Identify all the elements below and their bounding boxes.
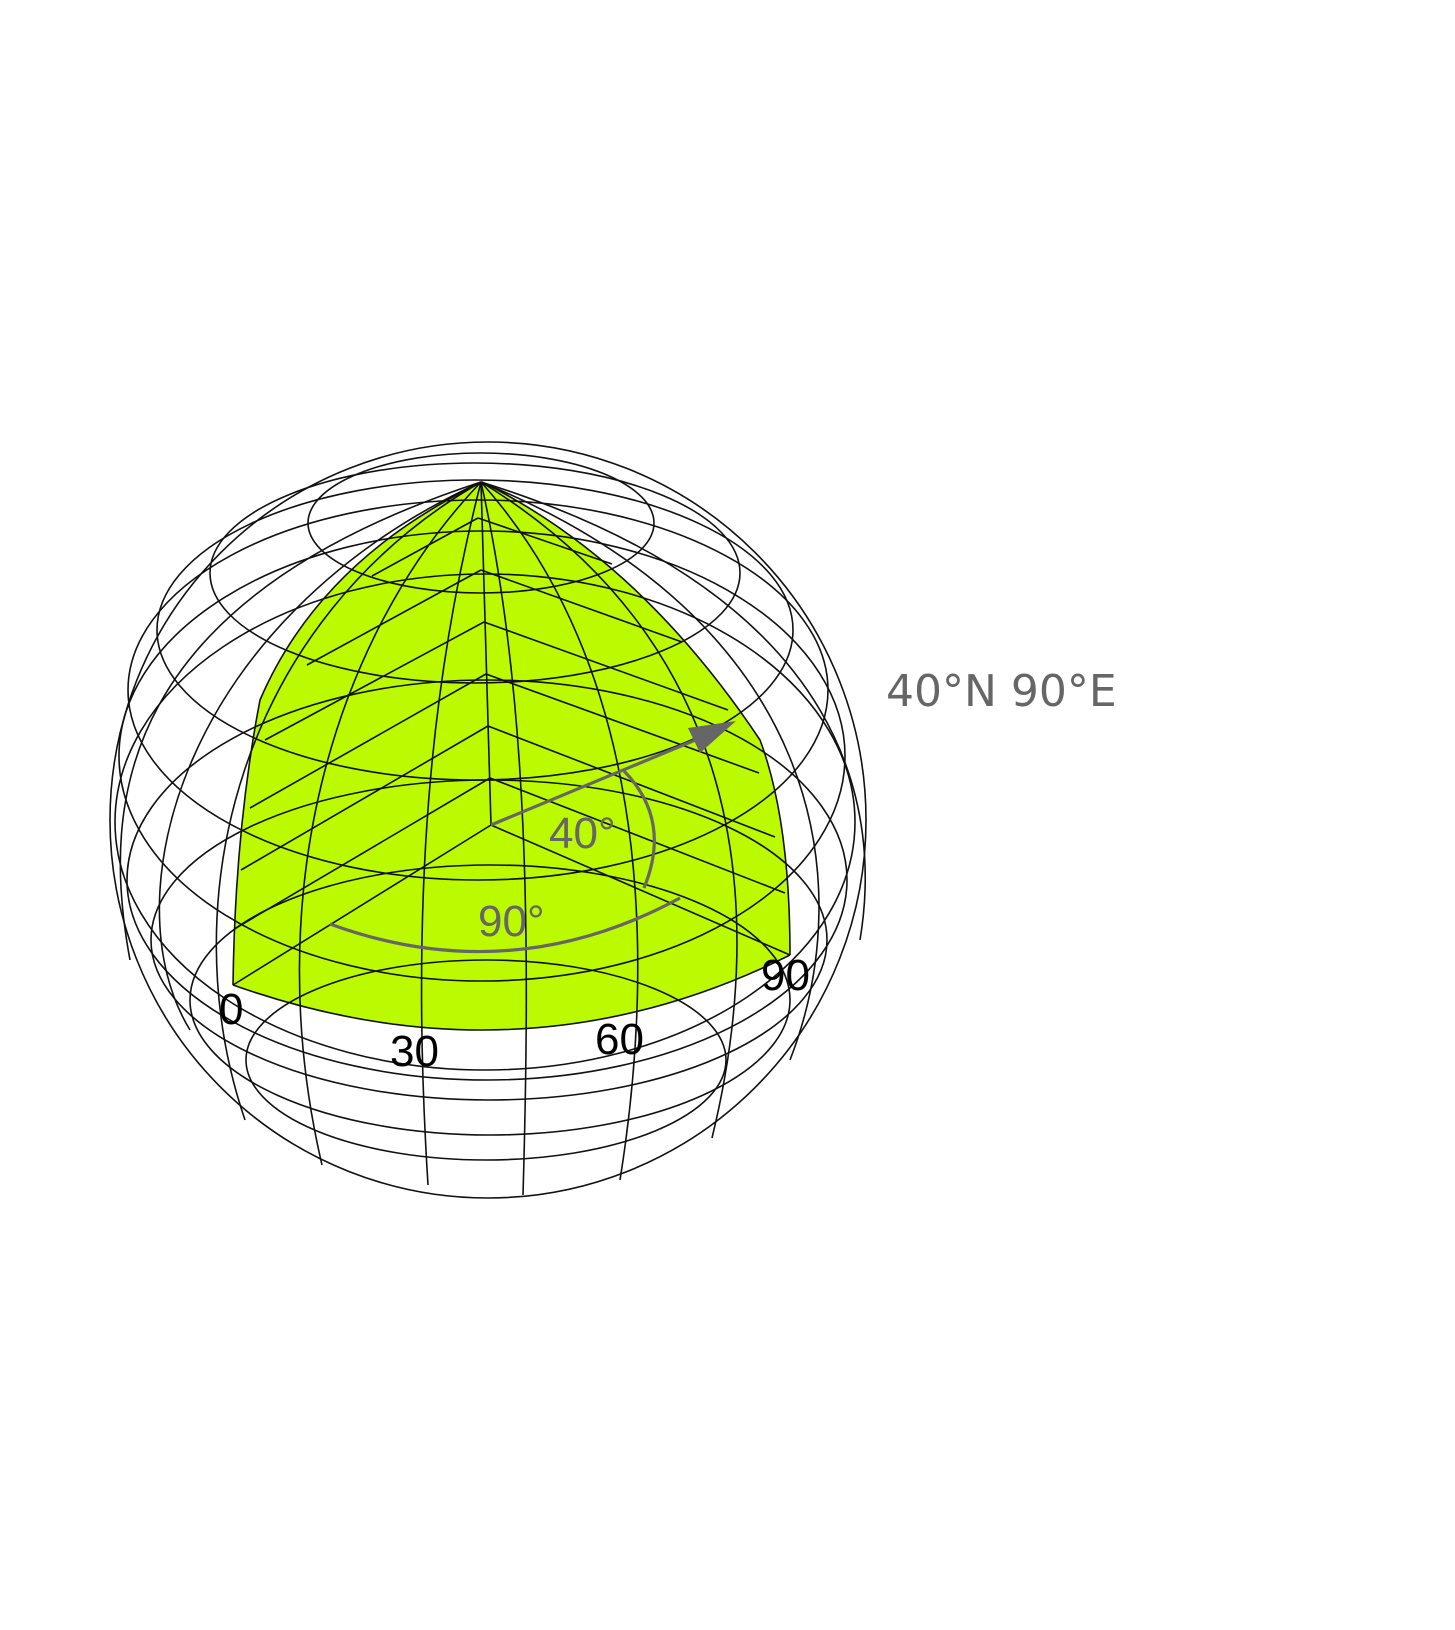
longitude-angle-label: 90° [478,897,545,946]
latitude-angle-arc [622,769,656,889]
longitude-angle-arc [329,896,681,954]
meridian-label-90: 90 [761,951,810,1000]
latitude-arrow [490,721,736,827]
meridians [119,481,866,1196]
latitude-angle-label: 40° [549,809,616,858]
coordinate-label: 40°N 90°E [886,666,1117,717]
arrowhead-icon [688,721,736,753]
meridian-label-0: 0 [219,985,243,1034]
wedge-edges [232,481,791,1031]
cutaway-wedge [233,482,790,1030]
globe-outline [109,441,867,1199]
meridian-label-60: 60 [595,1015,644,1064]
wedge-hatch [232,481,791,986]
meridian-label-30: 30 [390,1027,439,1076]
